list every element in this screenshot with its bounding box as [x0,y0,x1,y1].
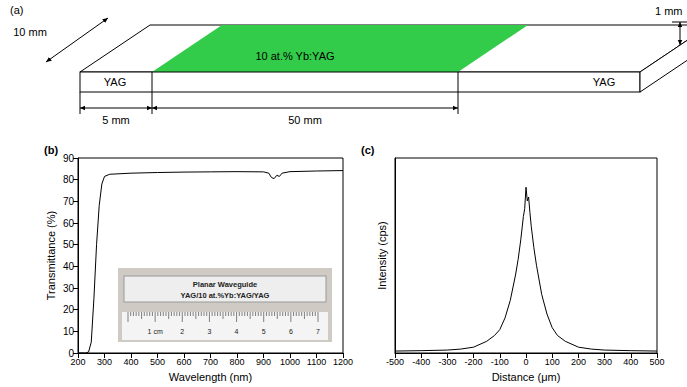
svg-text:0: 0 [523,357,528,367]
svg-text:50: 50 [63,239,75,250]
svg-text:Intensity (cps): Intensity (cps) [376,221,388,289]
svg-text:1 mm: 1 mm [655,5,683,17]
svg-text:5: 5 [262,328,266,335]
svg-text:6: 6 [289,328,293,335]
svg-text:0: 0 [68,347,74,359]
svg-text:5 mm: 5 mm [102,114,130,126]
svg-text:200: 200 [571,357,586,367]
svg-text:1 cm: 1 cm [148,328,163,335]
svg-text:(a): (a) [10,4,23,16]
svg-text:60: 60 [63,218,75,229]
svg-text:(b): (b) [44,144,58,156]
svg-text:YAG: YAG [593,76,615,88]
svg-text:1200: 1200 [333,357,353,367]
svg-text:10: 10 [63,326,75,337]
svg-text:-100: -100 [491,357,509,367]
svg-text:400: 400 [123,357,138,367]
svg-text:90: 90 [63,153,75,164]
svg-text:200: 200 [70,357,85,367]
svg-text:80: 80 [63,174,75,185]
svg-text:Transmittance (%): Transmittance (%) [45,211,57,300]
svg-text:50 mm: 50 mm [288,114,322,126]
svg-text:7: 7 [316,328,320,335]
svg-text:100: 100 [545,357,560,367]
svg-text:900: 900 [256,357,271,367]
svg-text:1100: 1100 [307,357,326,367]
svg-text:(c): (c) [361,144,375,156]
svg-text:YAG/10 at.%Yb:YAG/YAG: YAG/10 at.%Yb:YAG/YAG [181,291,270,300]
svg-text:-200: -200 [465,357,483,367]
svg-text:2: 2 [180,328,184,335]
svg-text:-400: -400 [412,357,430,367]
svg-text:600: 600 [176,357,191,367]
svg-text:10 mm: 10 mm [13,26,47,38]
svg-text:40: 40 [63,261,75,272]
svg-text:-500: -500 [386,357,404,367]
svg-text:300: 300 [597,357,612,367]
svg-text:Planar Waveguide: Planar Waveguide [193,280,257,289]
svg-text:3: 3 [207,328,211,335]
svg-text:30: 30 [63,283,75,294]
svg-text:20: 20 [63,304,75,315]
svg-text:800: 800 [229,357,244,367]
svg-text:500: 500 [150,357,165,367]
svg-text:700: 700 [203,357,218,367]
svg-text:Wavelength (nm): Wavelength (nm) [169,371,252,383]
svg-text:YAG: YAG [104,76,126,88]
svg-text:Distance (μm): Distance (μm) [492,371,561,383]
svg-text:70: 70 [63,196,75,207]
svg-text:-300: -300 [438,357,456,367]
svg-text:400: 400 [623,357,638,367]
svg-text:1000: 1000 [280,357,300,367]
svg-text:4: 4 [235,328,239,335]
svg-text:300: 300 [97,357,112,367]
svg-text:10 at.% Yb:YAG: 10 at.% Yb:YAG [255,50,334,62]
svg-text:500: 500 [649,357,664,367]
